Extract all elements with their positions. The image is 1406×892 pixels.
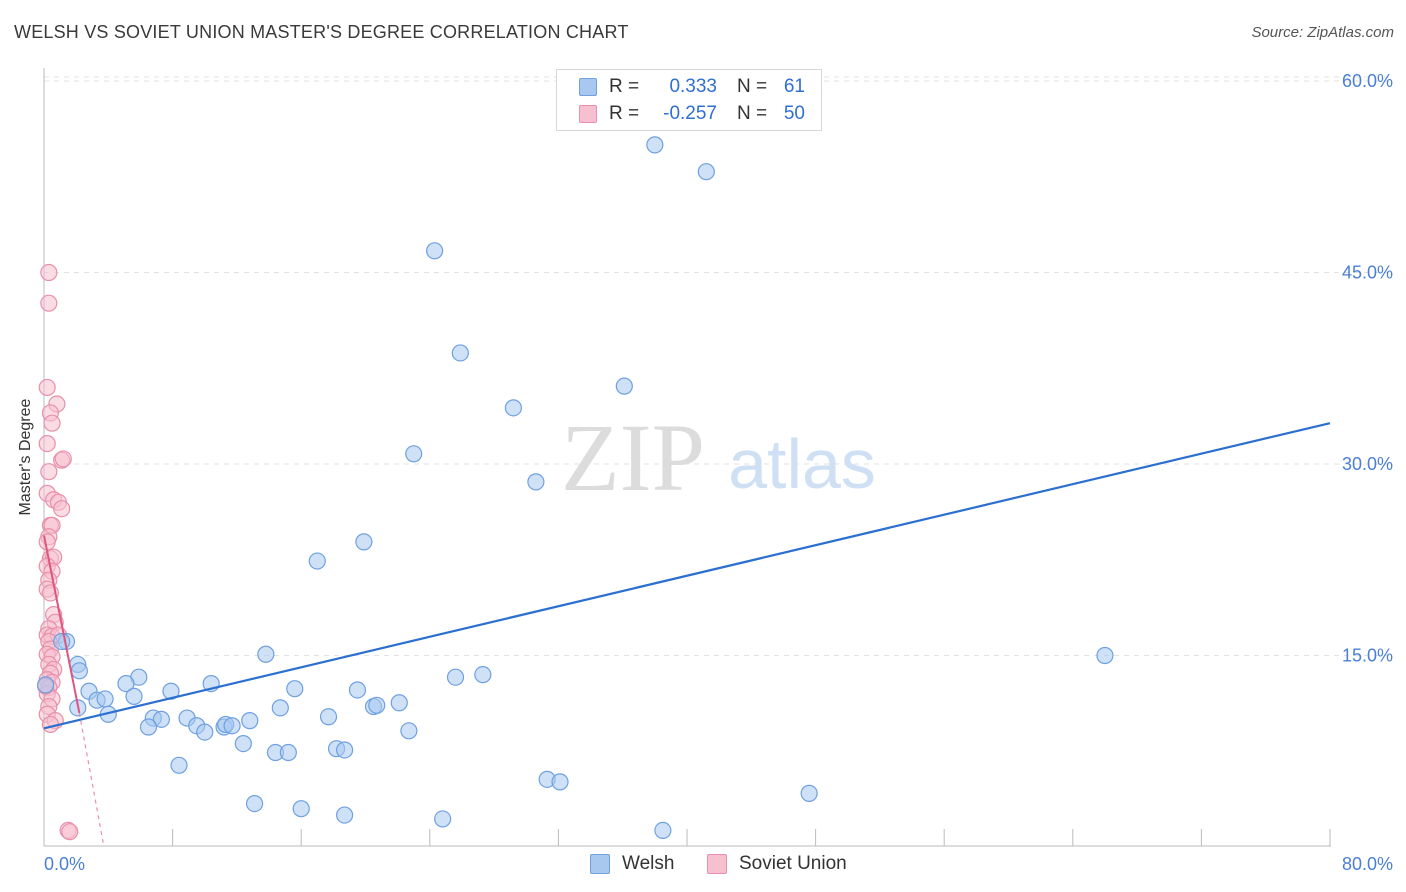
- welsh-point: [271, 699, 289, 717]
- bottom-legend-soviet-union: Soviet Union: [707, 853, 847, 875]
- chart-title: WELSH VS SOVIET UNION MASTER'S DEGREE CO…: [14, 22, 629, 42]
- welsh-point: [434, 810, 452, 828]
- welsh-point: [615, 377, 633, 395]
- welsh-point: [170, 756, 188, 774]
- legend-swatch-soviet-union: [579, 105, 597, 123]
- welsh-point: [336, 806, 354, 824]
- welsh-point: [196, 723, 214, 741]
- y-tick-label: 45.0%: [1342, 263, 1393, 283]
- source-label: Source: ZipAtlas.com: [1251, 24, 1394, 41]
- welsh-point: [451, 344, 469, 362]
- welsh-point: [139, 718, 158, 736]
- welsh-point: [70, 662, 88, 680]
- soviet-union-trend-extension: [78, 712, 105, 845]
- welsh-point: [336, 741, 354, 759]
- soviet-union-point: [38, 378, 56, 397]
- legend-swatch-welsh: [579, 78, 597, 96]
- welsh-point: [800, 784, 818, 802]
- soviet-union-point: [53, 500, 71, 518]
- welsh-point: [405, 445, 423, 463]
- legend-r-label: R =: [609, 76, 640, 97]
- welsh-point: [390, 694, 408, 712]
- bottom-legend-swatch-welsh: [590, 854, 610, 874]
- welsh-point: [368, 696, 386, 714]
- legend-n-value: 50: [783, 103, 805, 124]
- watermark-zip: ZIP: [561, 404, 705, 511]
- y-tick-label: 60.0%: [1342, 71, 1393, 91]
- soviet-union-point: [40, 463, 58, 481]
- welsh-point: [400, 722, 418, 740]
- x-tick-label-end: 80.0%: [1342, 854, 1393, 874]
- welsh-point: [117, 674, 135, 693]
- welsh-point: [245, 794, 264, 813]
- soviet-union-point: [40, 294, 58, 312]
- soviet-union-point: [43, 414, 61, 432]
- legend-r-value: 0.333: [669, 76, 717, 97]
- welsh-point: [527, 473, 545, 491]
- trend-lines: [43, 422, 1331, 845]
- legend-row-soviet-union: R = -0.257 N = 50: [579, 103, 805, 125]
- welsh-point: [446, 668, 465, 686]
- welsh-point: [286, 680, 304, 698]
- welsh-point: [654, 821, 672, 840]
- soviet-union-trend-line: [43, 535, 81, 714]
- y-tick-label: 30.0%: [1342, 454, 1393, 474]
- soviet-union-point: [61, 823, 79, 841]
- welsh-point: [319, 708, 338, 726]
- correlation-legend: R = 0.333 N = 61 R = -0.257 N = 50: [556, 69, 822, 131]
- welsh-point: [234, 734, 252, 753]
- welsh-point: [504, 399, 522, 417]
- bottom-legend-welsh: Welsh: [590, 853, 674, 875]
- legend-n-value: 61: [783, 76, 805, 97]
- welsh-point: [125, 687, 143, 705]
- bottom-legend-swatch-soviet-union: [707, 854, 727, 874]
- welsh-point: [551, 773, 569, 791]
- welsh-point: [37, 676, 55, 694]
- welsh-point: [279, 743, 297, 762]
- tick-labels: 15.0% 30.0% 45.0% 60.0% 0.0% 80.0%: [44, 71, 1393, 874]
- watermark: ZIP atlas: [561, 404, 876, 511]
- welsh-point: [474, 666, 492, 684]
- soviet-union-point: [54, 450, 72, 468]
- soviet-union-point: [38, 434, 56, 453]
- welsh-point: [223, 717, 241, 735]
- x-tick-label-start: 0.0%: [44, 854, 85, 874]
- welsh-point: [241, 712, 259, 730]
- soviet-union-point: [40, 263, 58, 282]
- legend-row-welsh: R = 0.333 N = 61: [579, 76, 805, 98]
- welsh-point: [96, 690, 114, 708]
- legend-r-value: -0.257: [663, 103, 717, 124]
- welsh-point: [257, 645, 275, 663]
- welsh-point: [697, 163, 715, 181]
- welsh-points: [37, 136, 1114, 840]
- welsh-point: [426, 242, 444, 260]
- bottom-legend-label-soviet-union: Soviet Union: [739, 853, 847, 874]
- legend-n-label: N =: [737, 103, 768, 124]
- legend-n-label: N =: [737, 76, 768, 97]
- watermark-atlas: atlas: [728, 425, 876, 503]
- legend-r-label: R =: [609, 103, 640, 124]
- y-tick-label: 15.0%: [1342, 646, 1393, 666]
- welsh-point: [152, 710, 170, 728]
- bottom-legend-label-welsh: Welsh: [622, 853, 675, 874]
- welsh-point: [53, 632, 71, 651]
- welsh-point: [348, 681, 367, 699]
- welsh-point: [308, 552, 326, 570]
- welsh-trend-line: [43, 422, 1331, 730]
- welsh-point: [646, 136, 664, 154]
- welsh-point: [1096, 646, 1114, 665]
- welsh-point: [355, 533, 373, 551]
- welsh-point: [292, 800, 310, 818]
